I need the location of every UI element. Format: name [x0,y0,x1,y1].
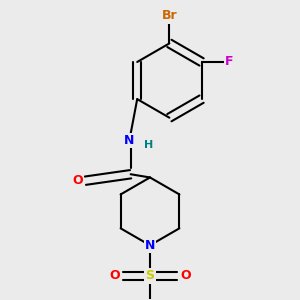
Text: H: H [143,140,153,150]
Text: O: O [109,269,120,283]
Text: S: S [146,269,154,283]
Text: N: N [145,239,155,252]
Text: Br: Br [162,9,177,22]
Text: O: O [180,269,191,283]
Text: F: F [225,56,233,68]
Text: N: N [124,134,134,147]
Text: O: O [72,174,83,187]
